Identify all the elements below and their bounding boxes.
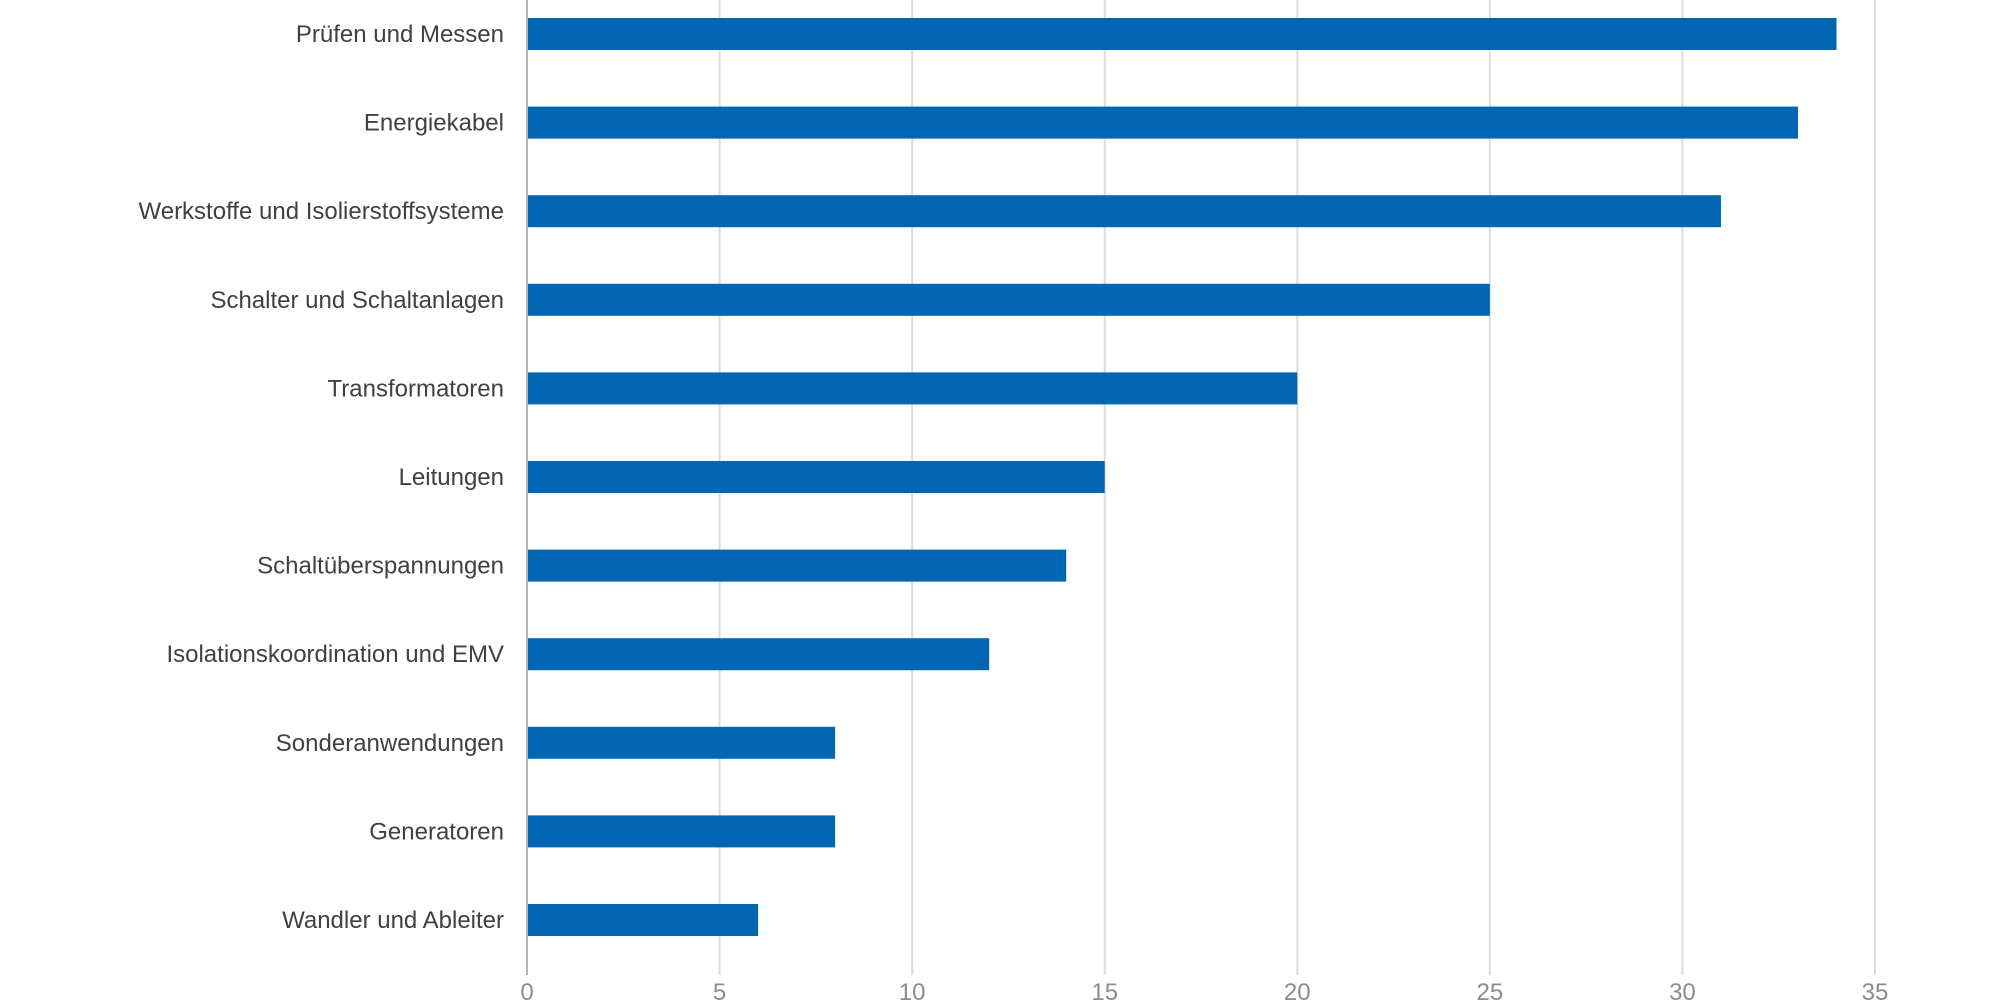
x-tick-label: 25: [1477, 979, 1504, 1000]
bar: [527, 372, 1298, 405]
category-label: Isolationskoordination und EMV: [166, 641, 504, 668]
x-tick-label: 20: [1284, 979, 1311, 1000]
bar: [527, 549, 1067, 582]
bar: [527, 638, 990, 671]
bar: [527, 815, 836, 848]
bar: [527, 283, 1490, 316]
category-label: Schalter und Schaltanlagen: [210, 287, 504, 314]
bar: [527, 461, 1105, 493]
x-tick-label: 35: [1862, 979, 1889, 1000]
x-tick-label: 0: [520, 979, 533, 1000]
category-label: Leitungen: [399, 464, 504, 491]
category-label: Generatoren: [369, 818, 504, 845]
bars: [527, 18, 1837, 936]
category-label: Prüfen und Messen: [296, 21, 504, 48]
category-label: Wandler und Ableiter: [282, 907, 504, 934]
bar: [527, 726, 836, 759]
bar: [527, 904, 759, 936]
bar: [527, 195, 1721, 228]
x-tick-label: 30: [1669, 979, 1696, 1000]
x-tick-label: 5: [713, 979, 726, 1000]
bar: [527, 18, 1837, 50]
category-label: Sonderanwendungen: [276, 730, 504, 757]
category-label: Werkstoffe und Isolierstoffsysteme: [139, 198, 505, 225]
bar: [527, 106, 1798, 139]
category-label: Energiekabel: [364, 110, 504, 137]
tick-labels: 0 5 10 15 20 25 30 35: [520, 979, 1889, 1005]
x-tick-label: 10: [899, 979, 926, 1000]
category-label: Transformatoren: [327, 375, 504, 402]
category-labels: Prüfen und Messen Energiekabel Werkstoffe …: [139, 21, 505, 934]
category-label: Schaltüberspannungen: [257, 553, 504, 580]
x-tick-label: 15: [1091, 979, 1118, 1000]
